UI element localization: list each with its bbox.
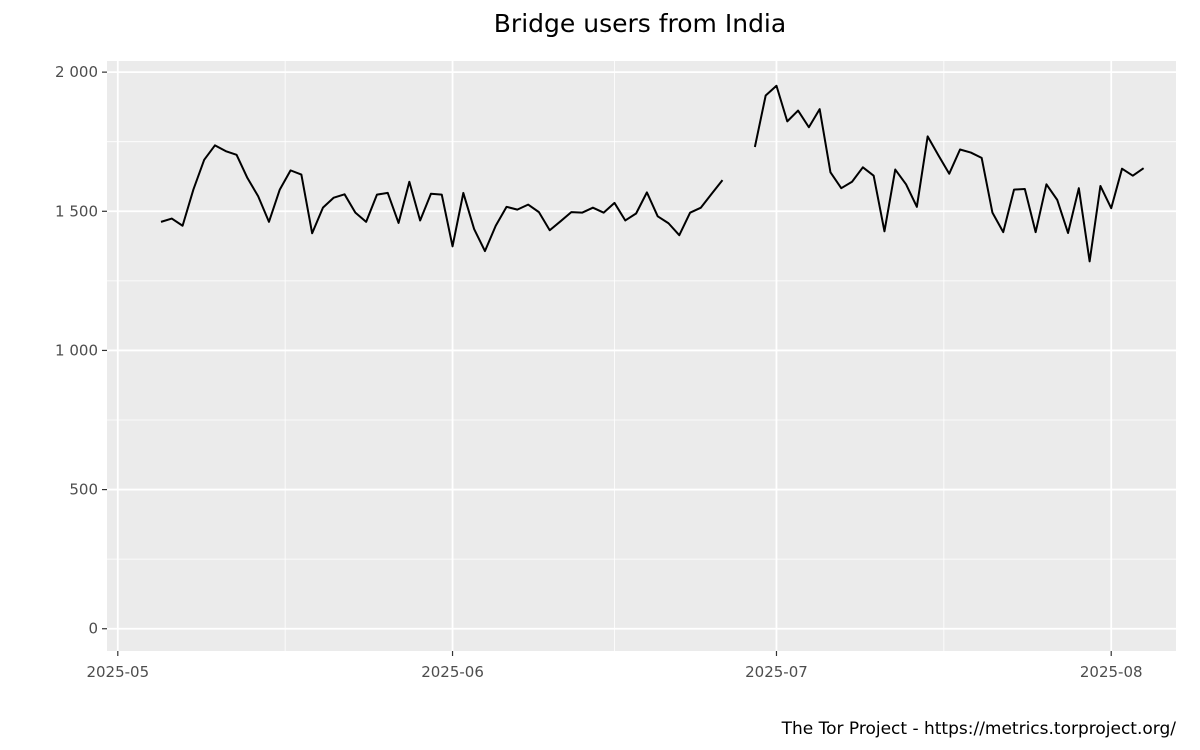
plot-panel [107,61,1176,651]
series-layer [160,84,1145,263]
x-tick-label: 2025-07 [745,663,808,681]
series-line-2 [753,84,1145,263]
y-tick-label: 0 [88,620,98,638]
major-gridlines [107,61,1176,651]
chart-caption: The Tor Project - https://metrics.torpro… [781,719,1177,739]
x-tick-label: 2025-06 [421,663,484,681]
x-axis: 2025-05 2025-06 2025-07 2025-08 [86,651,1143,681]
y-tick-label: 2 000 [55,63,98,81]
y-axis: 0 500 1 000 1 500 2 000 [55,63,107,638]
y-tick-label: 1 500 [55,202,98,220]
minor-gridlines [107,61,1176,651]
x-tick-label: 2025-08 [1080,663,1143,681]
y-tick-label: 500 [69,481,98,499]
x-tick-label: 2025-05 [86,663,149,681]
y-tick-label: 1 000 [55,341,98,359]
chart-title: Bridge users from India [494,9,786,38]
series-line-1 [160,144,724,253]
